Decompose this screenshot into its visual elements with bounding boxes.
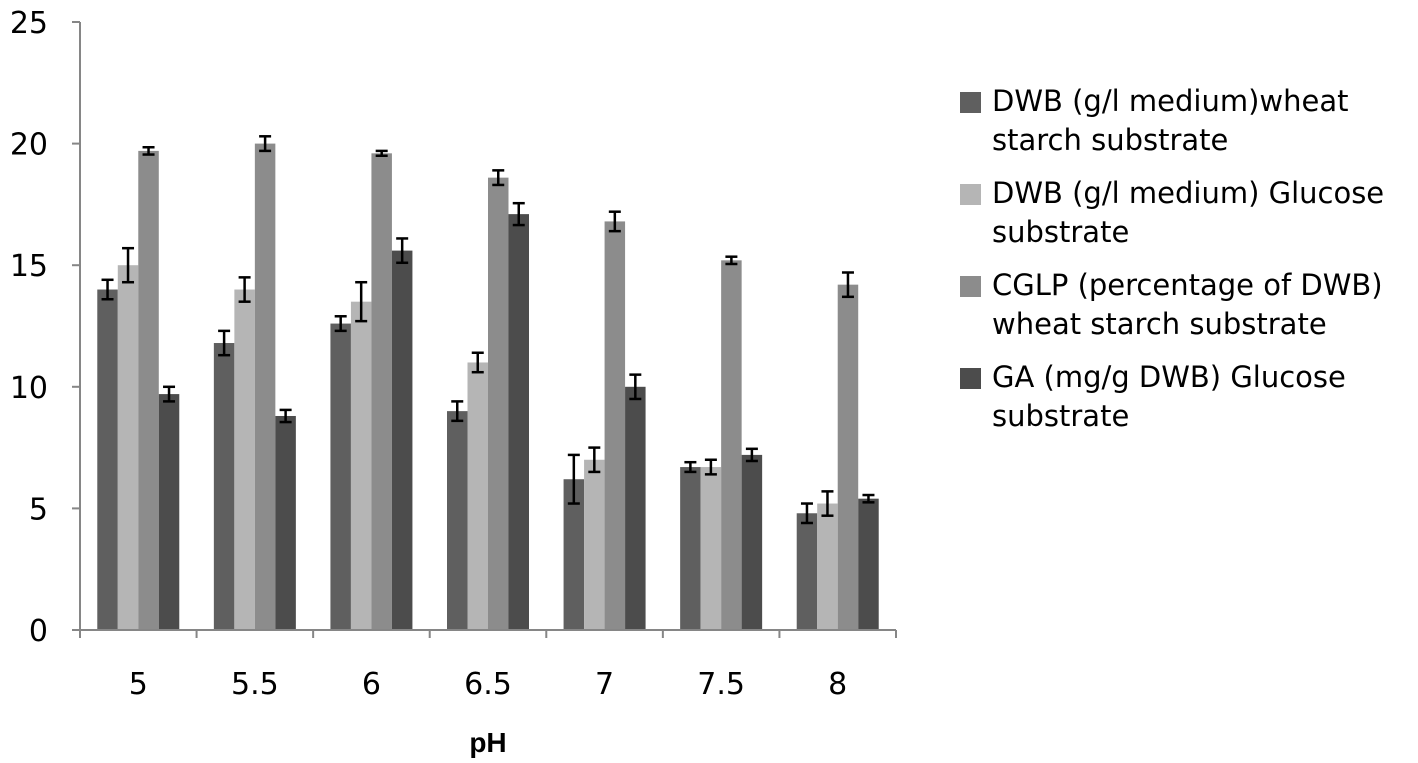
legend-label-line: GA (mg/g DWB) Glucose (992, 360, 1346, 394)
error-bar (629, 373, 642, 401)
x-tick-label: 5.5 (231, 667, 279, 702)
bar (796, 513, 818, 630)
y-tick-label: 15 (10, 249, 48, 284)
error-bar (375, 149, 388, 158)
bar (604, 221, 626, 630)
error-bar (684, 460, 697, 474)
legend-label-line: CGLP (percentage of DWB) (992, 268, 1383, 302)
y-tick-label: 5 (29, 492, 48, 527)
bar (350, 301, 372, 630)
legend-label-line: wheat starch substrate (992, 307, 1327, 341)
error-bar (704, 458, 717, 476)
legend-swatch (960, 368, 981, 389)
legend-item-cglp-wheat-starch: CGLP (percentage of DWB) wheat starch su… (960, 266, 1410, 344)
bar (837, 284, 859, 630)
bars-layer (97, 143, 879, 631)
error-bar (142, 145, 155, 156)
x-tick-label: 7 (595, 667, 614, 702)
legend-label-line: DWB (g/l medium)wheat (992, 84, 1349, 118)
legend-item-dwb-glucose: DWB (g/l medium) Glucose substrate (960, 174, 1410, 252)
bar (584, 459, 605, 630)
bar (138, 150, 159, 630)
bar (97, 289, 118, 630)
bar (741, 454, 763, 630)
error-bar (238, 276, 251, 303)
bar (391, 250, 413, 630)
legend-item-dwb-wheat-starch: DWB (g/l medium)wheat starch substrate (960, 82, 1410, 160)
y-tick-label: 10 (10, 371, 48, 406)
bar (330, 323, 351, 630)
error-bar (492, 169, 505, 187)
x-tick-label: 6 (362, 667, 381, 702)
bar (254, 143, 276, 630)
error-bar (163, 385, 176, 403)
error-bar (122, 246, 135, 284)
legend: DWB (g/l medium)wheat starch substrate D… (960, 82, 1410, 450)
error-bar (821, 490, 834, 517)
legend-swatch (960, 276, 981, 297)
error-bar (279, 408, 292, 424)
error-bars-layer (101, 135, 875, 525)
bar (158, 394, 180, 630)
bar (275, 415, 296, 630)
bar (213, 343, 235, 630)
bar (467, 362, 488, 630)
error-bar (567, 453, 580, 505)
error-bar (745, 447, 758, 463)
error-bar (451, 400, 464, 423)
x-tick-label: 5 (129, 667, 148, 702)
bar (447, 411, 468, 630)
x-axis-title: pH (469, 727, 506, 758)
x-ticks-layer: 5 5.5 6 6.5 7 7.5 8 (79, 630, 897, 702)
bar (700, 467, 722, 630)
y-tick-label: 0 (29, 614, 48, 649)
error-bar (862, 493, 875, 504)
bar (371, 153, 392, 630)
error-bar (259, 135, 272, 153)
bar (117, 265, 139, 630)
bar (234, 289, 255, 630)
bar (817, 503, 838, 630)
error-bar (334, 315, 347, 333)
x-tick-label: 6.5 (464, 667, 512, 702)
y-tick-label: 20 (10, 128, 48, 163)
bar (563, 479, 585, 630)
bar (858, 498, 879, 630)
legend-label-line: substrate (992, 215, 1130, 249)
error-bar (725, 255, 738, 266)
bar (625, 386, 646, 630)
y-ticks-layer: 0 5 10 15 20 25 (10, 6, 80, 649)
bar (488, 177, 509, 630)
x-tick-label: 8 (828, 667, 847, 702)
legend-swatch (960, 92, 981, 113)
error-bar (512, 201, 525, 227)
error-bar (101, 278, 114, 301)
error-bar (588, 446, 601, 474)
legend-item-ga-glucose: GA (mg/g DWB) Glucose substrate (960, 358, 1410, 436)
bar (508, 214, 529, 631)
legend-label-line: substrate (992, 399, 1130, 433)
bar (680, 467, 701, 630)
error-bar (396, 237, 409, 265)
error-bar (471, 351, 484, 374)
legend-label-line: DWB (g/l medium) Glucose (992, 176, 1385, 210)
bar (721, 260, 742, 630)
error-bar (218, 329, 231, 357)
x-tick-label: 7.5 (697, 667, 745, 702)
y-tick-label: 25 (10, 6, 48, 41)
error-bar (800, 502, 813, 525)
error-bar (841, 271, 854, 299)
error-bar (608, 210, 621, 233)
legend-swatch (960, 184, 981, 205)
legend-label-line: starch substrate (992, 123, 1229, 157)
error-bar (355, 280, 368, 323)
